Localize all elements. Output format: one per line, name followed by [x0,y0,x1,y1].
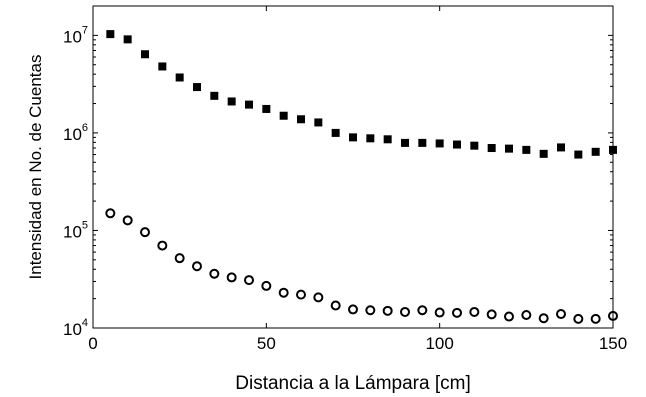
square-marker [262,104,271,113]
circle-marker [608,310,618,321]
square-marker [401,138,409,147]
circle-marker [140,227,150,238]
circle-marker [278,287,289,298]
circle-marker [244,275,254,286]
plot-area-frame [92,5,614,329]
square-marker [574,150,583,159]
square-marker [418,138,427,147]
square-marker [106,30,115,39]
square-marker [557,143,565,152]
data-markers [105,30,618,324]
square-marker [279,111,288,120]
circle-marker [348,304,358,315]
square-marker [245,100,253,109]
x-tick-label: 50 [257,334,276,353]
square-marker [141,50,149,59]
square-marker [297,115,305,124]
circle-marker [105,208,116,219]
square-marker [487,144,496,153]
x-tick-label: 150 [599,334,627,353]
circle-marker [174,253,185,264]
x-axis-title: Distancia a la Lámpara [cm] [235,373,471,394]
circle-marker [365,305,376,316]
circle-marker [556,309,566,320]
y-tick-exponent: 4 [82,317,88,329]
square-marker [349,133,357,142]
square-marker [522,145,531,154]
circle-marker [400,306,410,317]
axis-ticks [92,5,614,329]
circle-marker [382,305,393,316]
circle-marker [209,268,220,279]
y-tick-exponent: 6 [82,122,88,134]
square-marker [470,141,479,150]
y-tick-label: 106 [63,122,88,144]
circle-marker [192,261,202,272]
y-tick-base: 10 [63,125,82,144]
square-marker [453,140,461,149]
circle-marker [313,292,324,303]
y-tick-base: 10 [63,27,82,46]
square-marker [366,134,375,143]
square-marker [591,147,600,156]
circle-marker [504,311,514,322]
circle-marker [486,309,497,320]
y-axis-title: Intensidad en No. de Cuentas [26,55,45,280]
square-marker [383,135,392,144]
circle-marker [417,305,428,316]
circle-marker [157,240,168,251]
square-marker [193,83,201,92]
y-tick-label: 104 [63,317,88,339]
x-tick-labels: 0 50 100 150 [88,334,627,353]
circle-marker [521,309,532,320]
y-tick-exponent: 5 [82,219,88,231]
y-tick-exponent: 7 [82,24,88,36]
square-marker [210,91,219,100]
circle-marker [434,307,445,318]
circle-marker [573,313,584,324]
circle-marker [296,289,306,300]
square-marker [609,145,617,154]
circle-marker [330,300,341,311]
square-marker [175,73,184,82]
square-marker [331,128,340,137]
circle-marker [452,307,462,318]
y-tick-label: 105 [63,219,88,241]
square-marker [123,35,132,44]
square-marker [227,97,236,106]
square-marker [158,62,167,71]
circle-marker [226,272,237,283]
circle-marker [469,306,480,317]
square-marker [539,149,548,158]
circle-marker [261,280,272,291]
y-tick-label: 107 [63,24,88,46]
circle-marker [538,313,549,324]
square-marker [505,144,513,153]
circle-marker [590,313,601,324]
y-tick-base: 10 [63,320,82,339]
x-tick-label: 100 [425,334,453,353]
square-marker [314,118,323,127]
x-tick-label: 0 [88,334,97,353]
square-marker [435,139,444,148]
y-tick-base: 10 [63,222,82,241]
circle-marker [122,215,133,226]
